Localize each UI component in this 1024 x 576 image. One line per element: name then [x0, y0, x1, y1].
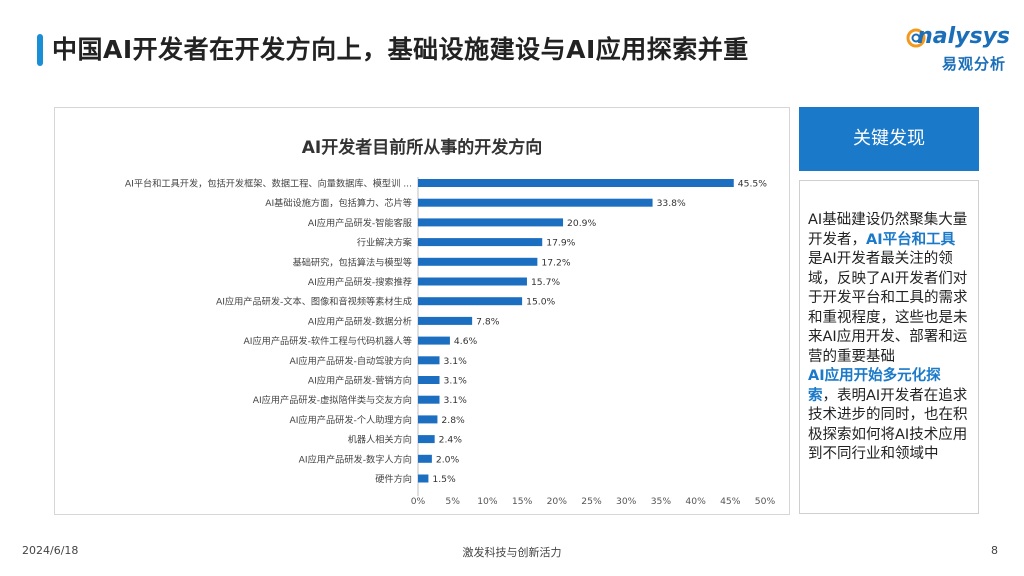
data-label: 20.9% — [567, 218, 596, 229]
findings-p2-highlight: AI应用开始多元化探索 — [808, 368, 941, 404]
data-label: 3.1% — [444, 376, 468, 387]
category-label: AI应用产品研发-个人助理方向 — [289, 414, 412, 426]
bar — [418, 376, 440, 384]
data-label: 3.1% — [444, 356, 468, 367]
data-label: 4.6% — [454, 336, 478, 347]
data-label: 7.8% — [476, 316, 500, 327]
x-tick-label: 10% — [477, 496, 498, 507]
findings-p1-highlight: AI平台和工具 — [866, 231, 956, 248]
data-label: 2.4% — [439, 435, 463, 446]
x-tick-label: 40% — [685, 496, 706, 507]
logo-text-en: nalysys — [917, 24, 1010, 49]
bar — [418, 356, 440, 365]
category-label: 行业解决方案 — [357, 237, 412, 249]
data-label: 15.0% — [526, 297, 555, 308]
logo-ring-icon — [906, 28, 926, 48]
logo-text-cn: 易观分析 — [941, 55, 1006, 73]
data-label: 3.1% — [444, 395, 468, 406]
category-label: AI应用产品研发-数据分析 — [308, 315, 412, 327]
bar — [418, 336, 450, 345]
x-tick-label: 20% — [547, 496, 568, 507]
x-tick-label: 35% — [651, 496, 672, 507]
bar — [418, 277, 527, 286]
data-label: 33.8% — [657, 198, 686, 209]
findings-panel: AI基础建设仍然聚集大量开发者，AI平台和工具是AI开发者最关注的领域，反映了A… — [799, 180, 979, 514]
findings-p1-b: 是AI开发者最关注的领域，反映了AI开发者们对于开发平台和工具的需求和重视程度，… — [808, 251, 968, 365]
footer-slogan: 激发科技与创新活力 — [462, 546, 562, 559]
page-title: 中国AI开发者在开发方向上，基础设施建设与AI应用探索并重 — [52, 35, 749, 64]
chart-panel: AI开发者目前所从事的开发方向 AI平台和工具开发，包括开发框架、数据工程、向量… — [54, 107, 790, 515]
category-label: 基础研究，包括算法与模型等 — [293, 256, 412, 268]
bar — [418, 218, 564, 227]
data-label: 17.9% — [546, 238, 575, 249]
category-label: AI应用产品研发-搜索推荐 — [308, 276, 412, 288]
page-number: 8 — [991, 544, 998, 557]
x-tick-label: 45% — [720, 496, 741, 507]
category-label: 硬件方向 — [375, 473, 412, 485]
category-label: AI应用产品研发-虚拟陪伴类与交友方向 — [253, 394, 412, 406]
findings-header: 关键发现 — [799, 107, 979, 171]
title-accent-bar — [37, 34, 43, 66]
bar — [418, 474, 429, 483]
bar-chart: AI平台和工具开发，包括开发框架、数据工程、向量数据库、模型训 ... 45.5%… — [125, 177, 776, 507]
category-label: AI应用产品研发-软件工程与代码机器人等 — [244, 335, 413, 347]
bar — [418, 257, 538, 266]
chart-title: AI开发者目前所从事的开发方向 — [301, 138, 543, 158]
x-tick-label: 5% — [445, 496, 460, 507]
footer-date: 2024/6/18 — [22, 544, 79, 557]
category-label: AI平台和工具开发，包括开发框架、数据工程、向量数据库、模型训 ... — [125, 178, 412, 190]
bar — [418, 316, 473, 325]
category-label: AI应用产品研发-智能客服 — [308, 217, 412, 229]
data-label: 2.8% — [441, 415, 465, 426]
findings-p1-a: AI基础建设仍然聚集大量开发者， — [808, 212, 968, 248]
x-tick-label: 30% — [616, 496, 637, 507]
data-label: 15.7% — [531, 277, 560, 288]
category-label: 机器人相关方向 — [348, 434, 412, 446]
findings-p2-b: ，表明AI开发者在追求技术进步的同时，也在积极探索如何将AI技术应用到不同行业和… — [808, 387, 968, 463]
data-label: 45.5% — [738, 179, 767, 190]
data-label: 17.2% — [541, 257, 570, 268]
bar — [418, 198, 653, 207]
bar — [418, 179, 734, 187]
x-tick-label: 25% — [581, 496, 602, 507]
bar — [418, 454, 432, 463]
x-tick-label: 15% — [512, 496, 533, 507]
data-label: 1.5% — [432, 474, 456, 485]
bar — [418, 415, 438, 424]
bar — [418, 238, 543, 247]
x-tick-label: 0% — [411, 496, 426, 507]
bar — [418, 395, 440, 404]
category-label: AI应用产品研发-自动驾驶方向 — [289, 355, 412, 367]
data-label: 2.0% — [436, 454, 460, 465]
category-label: AI应用产品研发-数字人方向 — [299, 453, 412, 465]
findings-text: AI基础建设仍然聚集大量开发者，AI平台和工具是AI开发者最关注的领域，反映了A… — [808, 211, 968, 465]
bar — [418, 297, 523, 306]
bar — [418, 435, 435, 444]
category-label: AI基础设施方面，包括算力、芯片等 — [265, 197, 412, 209]
x-tick-label: 50% — [755, 496, 776, 507]
category-label: AI应用产品研发-营销方向 — [308, 375, 412, 387]
category-label: AI应用产品研发-文本、图像和音视频等素材生成 — [216, 296, 412, 308]
analysys-logo: nalysys 易观分析 — [905, 24, 1010, 76]
